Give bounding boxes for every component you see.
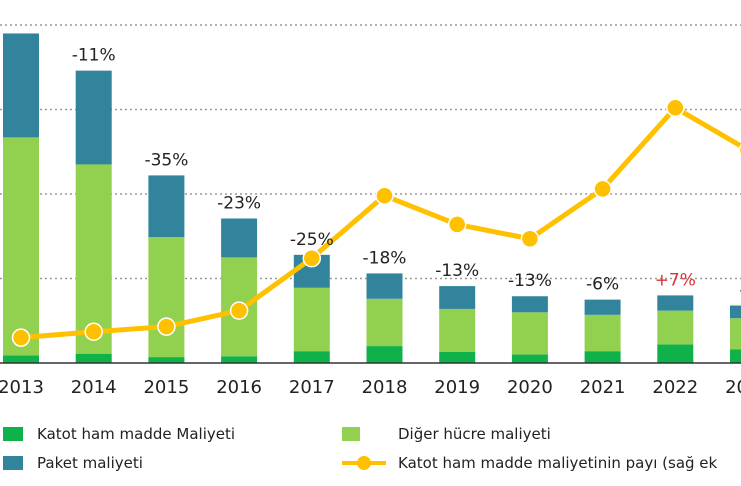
bar-segment-katot-ham-madde-maliyeti-2022 — [657, 344, 694, 363]
stacked-bar-line-chart: -11% -35% -23% -25% -18% -13% -13% -6% +7% -1 201… — [0, 24, 741, 398]
bar-segment-di-er-h-cre-maliyeti-2018 — [366, 298, 403, 347]
bar-segment-paket-maliyeti-2020 — [511, 296, 548, 313]
bar-segment-katot-ham-madde-maliyeti-2019 — [439, 352, 476, 363]
legend-swatch-pack — [3, 456, 23, 470]
legend-item-share-line: Katot ham madde maliyetinin payı (sağ ek — [342, 454, 717, 472]
share-point-2020 — [520, 229, 540, 249]
data-label-2016: -23% — [217, 194, 261, 214]
bar-segment-katot-ham-madde-maliyeti-2021 — [584, 351, 621, 363]
bar-segment-di-er-h-cre-maliyeti-2022 — [657, 310, 694, 345]
share-point-2016 — [229, 301, 249, 320]
bar-segment-paket-maliyeti-2015 — [148, 175, 185, 238]
legend-swatch-cathode — [3, 427, 23, 441]
share-point-2017 — [302, 248, 322, 268]
share-point-2014 — [84, 322, 103, 341]
bar-segment-paket-maliyeti-2013 — [3, 33, 39, 138]
x-tick-label-2022: 2022 — [652, 377, 698, 398]
bar-segment-di-er-h-cre-maliyeti-2021 — [584, 314, 621, 352]
x-tick-label-2020: 2020 — [507, 377, 553, 398]
x-tick-label-2018: 2018 — [362, 377, 408, 398]
bar-segment-katot-ham-madde-maliyeti-2014 — [75, 353, 112, 363]
share-line — [11, 98, 741, 347]
bar-segment-katot-ham-madde-maliyeti-2015 — [148, 357, 185, 363]
bar-segment-katot-ham-madde-maliyeti-2023 — [730, 349, 741, 363]
legend-label: Katot ham madde maliyetinin payı (sağ ek — [398, 454, 718, 472]
x-tick-label-2023: 2023 — [725, 377, 741, 398]
x-tick-label-2016: 2016 — [216, 377, 262, 398]
bar-segment-di-er-h-cre-maliyeti-2013 — [3, 137, 39, 356]
bar-segment-di-er-h-cre-maliyeti-2017 — [293, 287, 330, 352]
bar-segment-paket-maliyeti-2014 — [75, 70, 112, 165]
x-tick-labels: 2013 2014 2015 2016 2017 2018 2019 2020 2021 2022… — [0, 377, 741, 398]
share-point-2019 — [447, 215, 467, 234]
x-tick-label-2013: 2013 — [0, 377, 44, 398]
data-label-2021: -6% — [586, 275, 619, 295]
bar-segment-katot-ham-madde-maliyeti-2016 — [221, 356, 258, 363]
bar-segment-katot-ham-madde-maliyeti-2013 — [3, 355, 39, 363]
x-tick-label-2019: 2019 — [434, 377, 480, 398]
legend-item-other-cell: Diğer hücre maliyeti — [342, 425, 551, 443]
x-tick-label-2021: 2021 — [580, 377, 626, 398]
bar-segment-katot-ham-madde-maliyeti-2020 — [511, 354, 548, 363]
x-tick-label-2015: 2015 — [143, 377, 189, 398]
bar-segment-katot-ham-madde-maliyeti-2018 — [366, 346, 403, 363]
legend-item-cathode: Katot ham madde Maliyeti — [3, 425, 235, 443]
legend-item-pack: Paket maliyeti — [3, 454, 143, 472]
bar-segment-paket-maliyeti-2016 — [221, 218, 258, 258]
x-tick-label-2017: 2017 — [289, 377, 335, 398]
legend-label: Katot ham madde Maliyeti — [37, 425, 236, 443]
data-label-2020: -13% — [508, 271, 552, 291]
bar-segment-di-er-h-cre-maliyeti-2015 — [148, 237, 185, 358]
bar-segment-di-er-h-cre-maliyeti-2019 — [439, 308, 476, 353]
legend-label: Diğer hücre maliyeti — [398, 425, 551, 443]
share-point-2015 — [157, 317, 176, 336]
legend-swatch-other-cell — [342, 427, 360, 441]
bar-segment-di-er-h-cre-maliyeti-2023 — [730, 318, 741, 350]
data-label-2015: -35% — [144, 150, 188, 170]
data-label-2023: -1 — [740, 281, 741, 301]
legend-swatch-share-line — [342, 456, 386, 470]
bars — [3, 33, 741, 363]
data-label-2018: -18% — [363, 248, 407, 268]
data-label-2017: -25% — [290, 230, 334, 250]
bar-segment-katot-ham-madde-maliyeti-2017 — [293, 351, 330, 363]
bar-segment-paket-maliyeti-2018 — [366, 273, 403, 299]
data-label-2014: -11% — [72, 46, 116, 66]
bar-segment-paket-maliyeti-2023 — [730, 305, 741, 319]
bar-segment-paket-maliyeti-2019 — [439, 286, 476, 309]
share-point-2013 — [11, 328, 31, 347]
bar-segment-paket-maliyeti-2021 — [584, 299, 621, 315]
legend-label: Paket maliyeti — [37, 454, 143, 472]
bar-segment-di-er-h-cre-maliyeti-2020 — [511, 312, 548, 355]
share-point-2021 — [593, 179, 612, 199]
share-point-2018 — [375, 186, 394, 205]
data-label-2022: +7% — [655, 270, 696, 290]
bar-segment-paket-maliyeti-2022 — [657, 295, 694, 311]
bar-segment-di-er-h-cre-maliyeti-2014 — [75, 164, 112, 354]
share-point-2022 — [666, 98, 685, 118]
data-label-2019: -13% — [435, 261, 479, 281]
data-labels: -11% -35% -23% -25% -18% -13% -13% -6% +7% -1 — [72, 46, 741, 301]
x-tick-label-2014: 2014 — [71, 377, 117, 398]
